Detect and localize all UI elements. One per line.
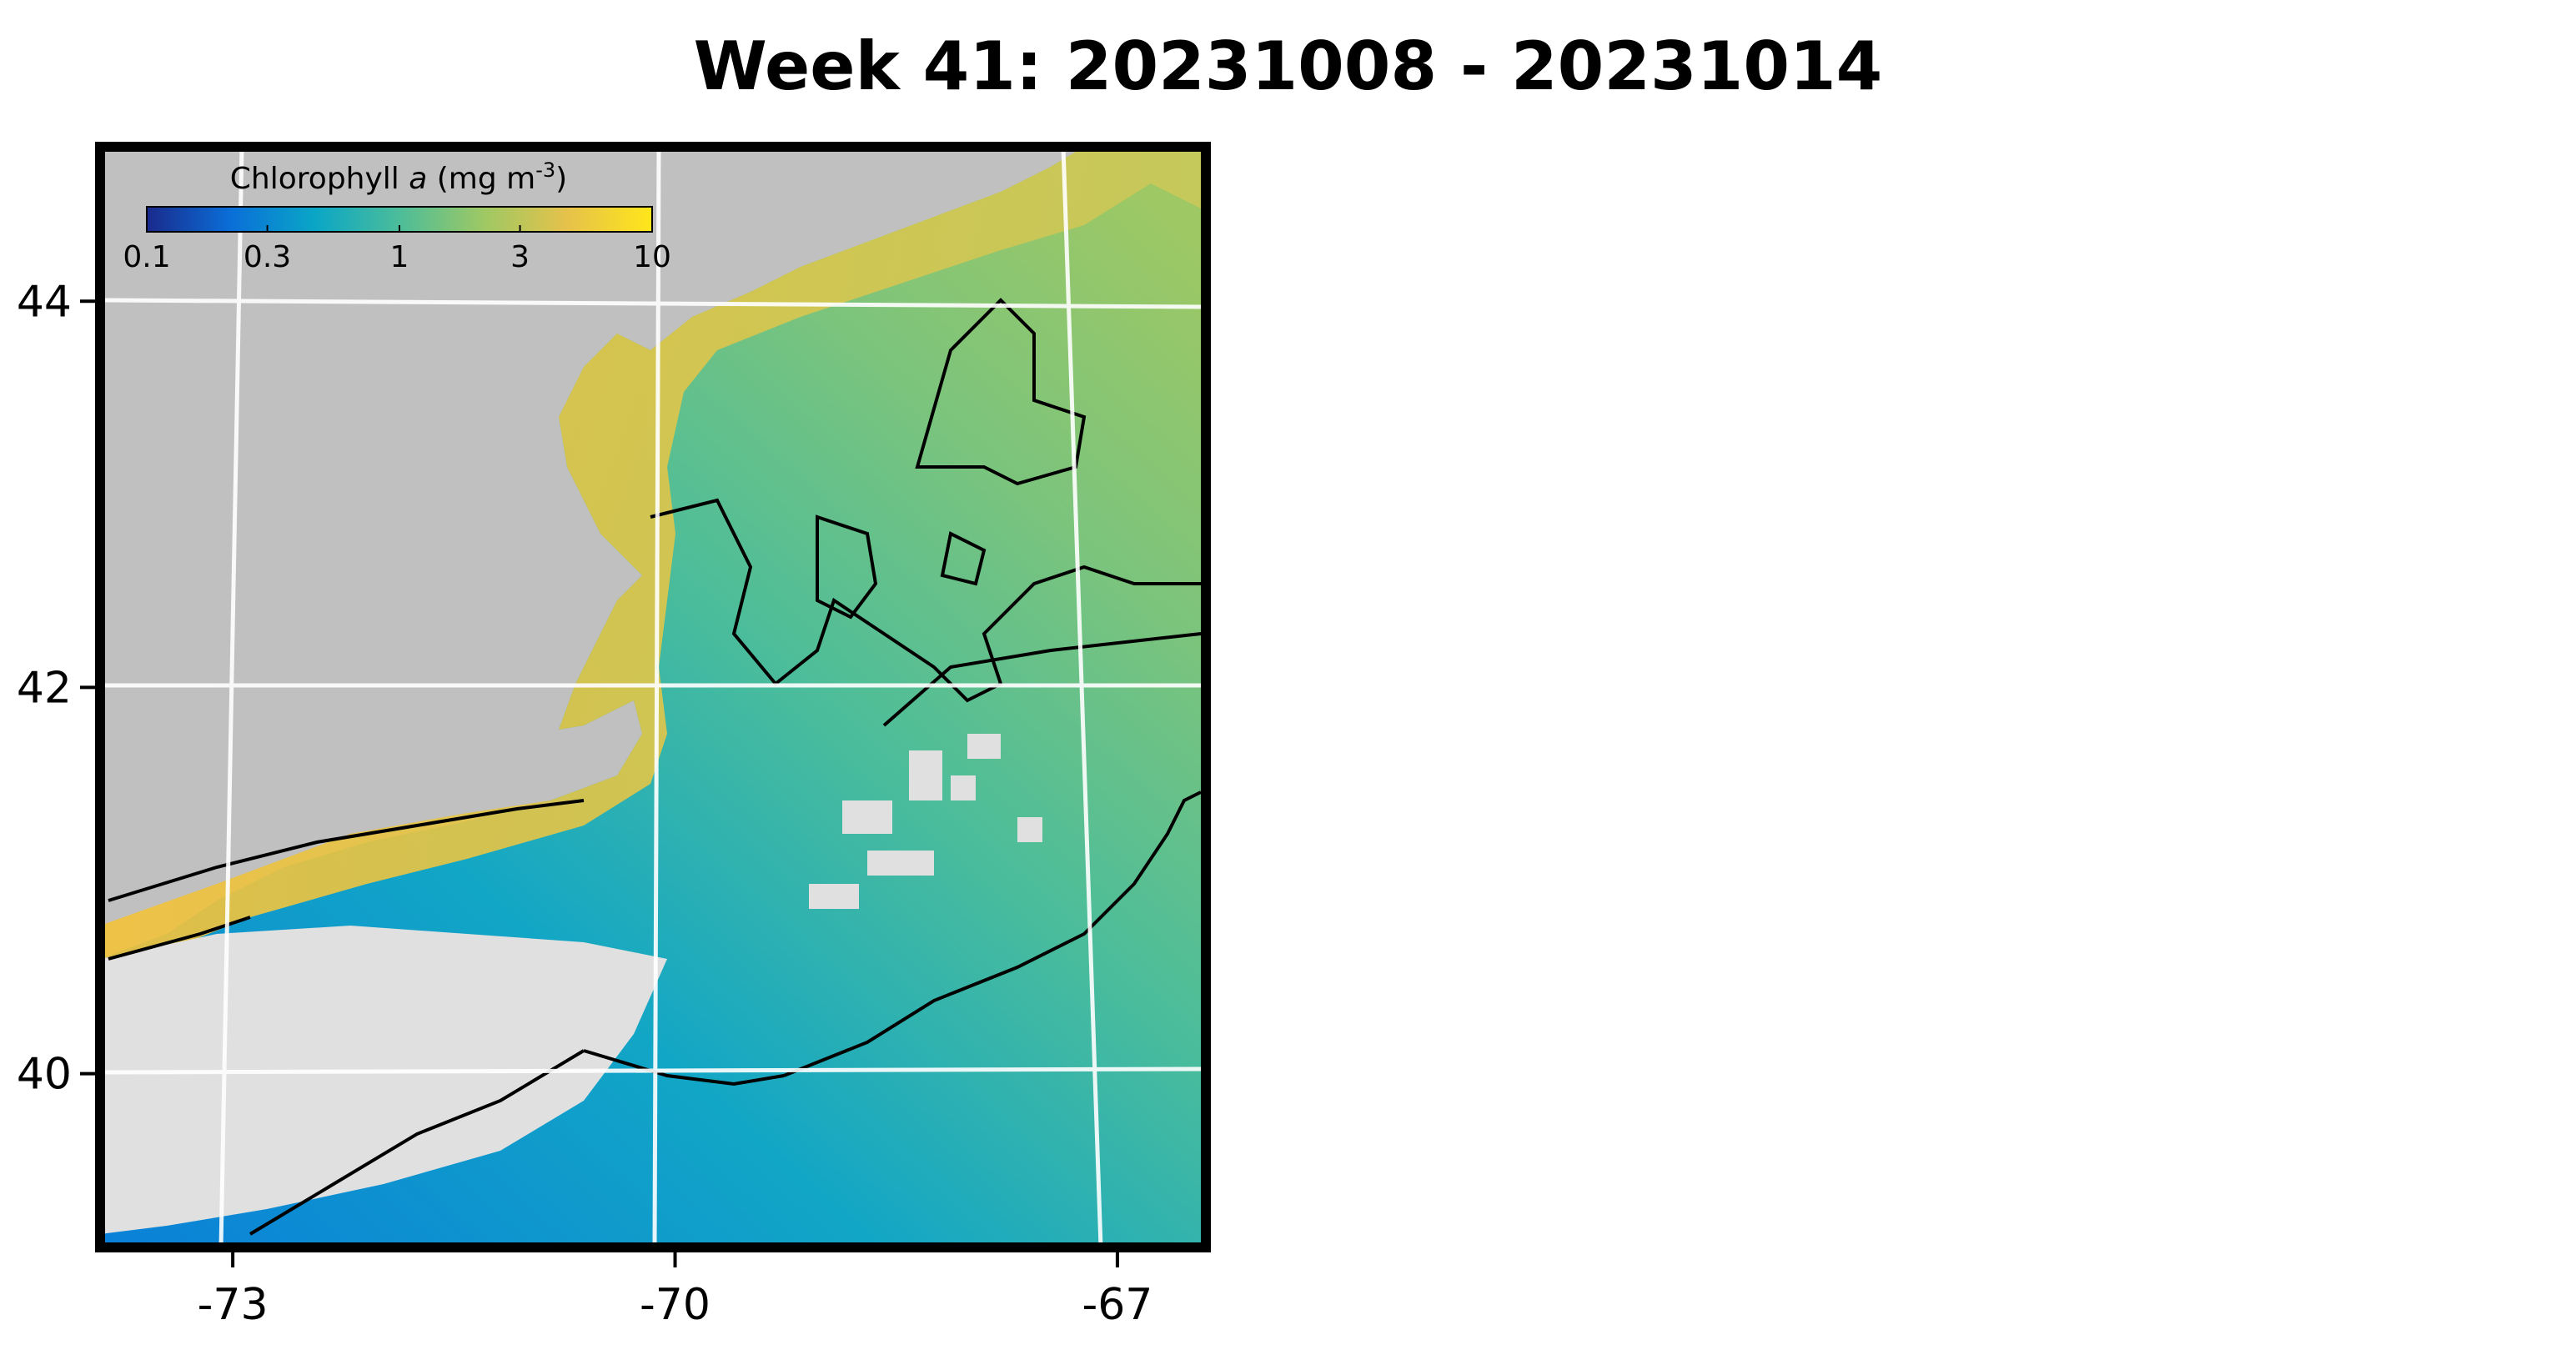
colorbar: Chlorophyll a (mg m-3) 0.1 0.3 1 3 10: [123, 158, 671, 274]
colorbar-tick-label: 3: [510, 240, 530, 274]
lat-tick-label: 44: [17, 277, 72, 327]
colorbar-tick-label: 0.1: [123, 240, 170, 274]
graticule: [100, 147, 1206, 1247]
no-data-patches: [809, 734, 1042, 909]
map-body: [100, 147, 1206, 1247]
lon-tick-label: -70: [640, 1280, 711, 1330]
colorbar-tick-label: 1: [390, 240, 409, 274]
lat-axis: 44 42 40: [17, 277, 95, 1100]
map-title: Week 41: 20231008 - 20231014: [693, 28, 1883, 105]
lon-tick-label: -73: [198, 1280, 269, 1330]
colorbar-title: Chlorophyll a (mg m-3): [230, 158, 567, 196]
lon-tick-label: -67: [1082, 1280, 1152, 1330]
colorbar-tick-label: 10: [633, 240, 671, 274]
coastal-bloom: [100, 147, 1201, 959]
no-data-region: [100, 926, 667, 1234]
colorbar-ticks: 0.1 0.3 1 3 10: [123, 225, 671, 274]
lat-tick-label: 42: [17, 663, 72, 713]
lon-axis: -73 -70 -67: [198, 1252, 1152, 1330]
colorbar-tick-label: 0.3: [244, 240, 291, 274]
map-frame: [95, 142, 1211, 1252]
coastlines: [108, 298, 1202, 1236]
lat-tick-label: 40: [17, 1050, 72, 1100]
